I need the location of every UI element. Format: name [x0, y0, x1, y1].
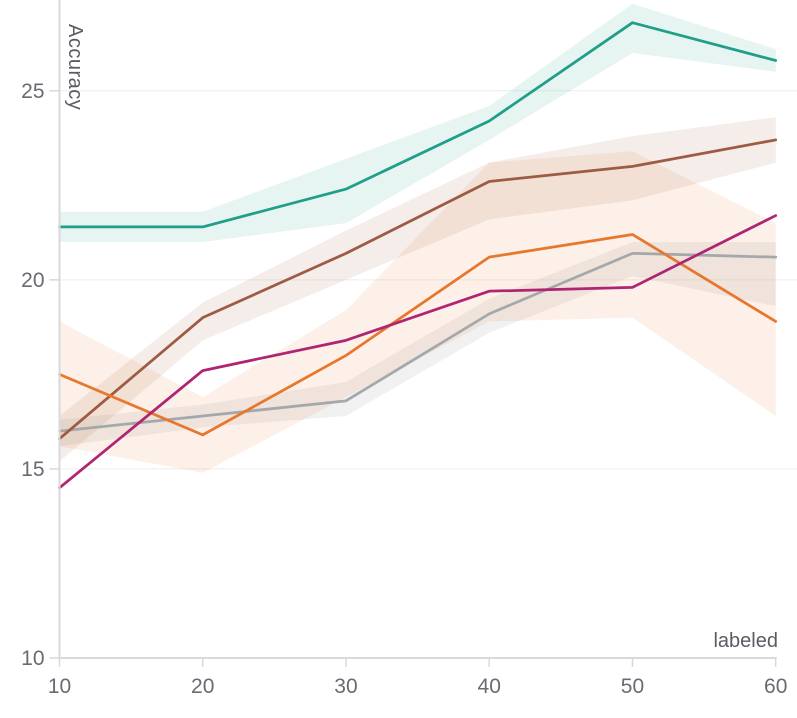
x-tick-label: 60 [764, 675, 787, 698]
x-tick-label: 30 [334, 675, 357, 698]
y-tick-label: 10 [21, 647, 44, 670]
confidence-band-brown [59, 117, 776, 462]
y-tick-label: 25 [21, 80, 44, 103]
gridlines [59, 90, 797, 470]
x-tick-label: 50 [621, 675, 644, 698]
series-line-magenta [58, 214, 778, 490]
x-tick-label: 40 [478, 675, 501, 698]
confidence-band-teal [59, 3, 776, 243]
tick-labels: 10 15 20 25 10 20 30 40 50 60 [21, 80, 787, 698]
series-line-brown [58, 138, 778, 441]
series-line-orange [58, 233, 778, 437]
series-line-gray [58, 251, 778, 433]
y-tick-label: 20 [21, 269, 44, 292]
y-axis-title: Accuracy [64, 24, 86, 111]
y-tick-label: 15 [21, 458, 44, 481]
x-tick-label: 20 [191, 675, 214, 698]
axes [49, 0, 777, 667]
confidence-band-gray [59, 242, 776, 447]
series-line-teal [58, 21, 778, 229]
x-axis-title: labeled [713, 630, 778, 652]
x-tick-label: 10 [48, 675, 71, 698]
confidence-bands [59, 3, 776, 473]
confidence-band-orange [59, 151, 776, 473]
series-lines [58, 21, 778, 490]
